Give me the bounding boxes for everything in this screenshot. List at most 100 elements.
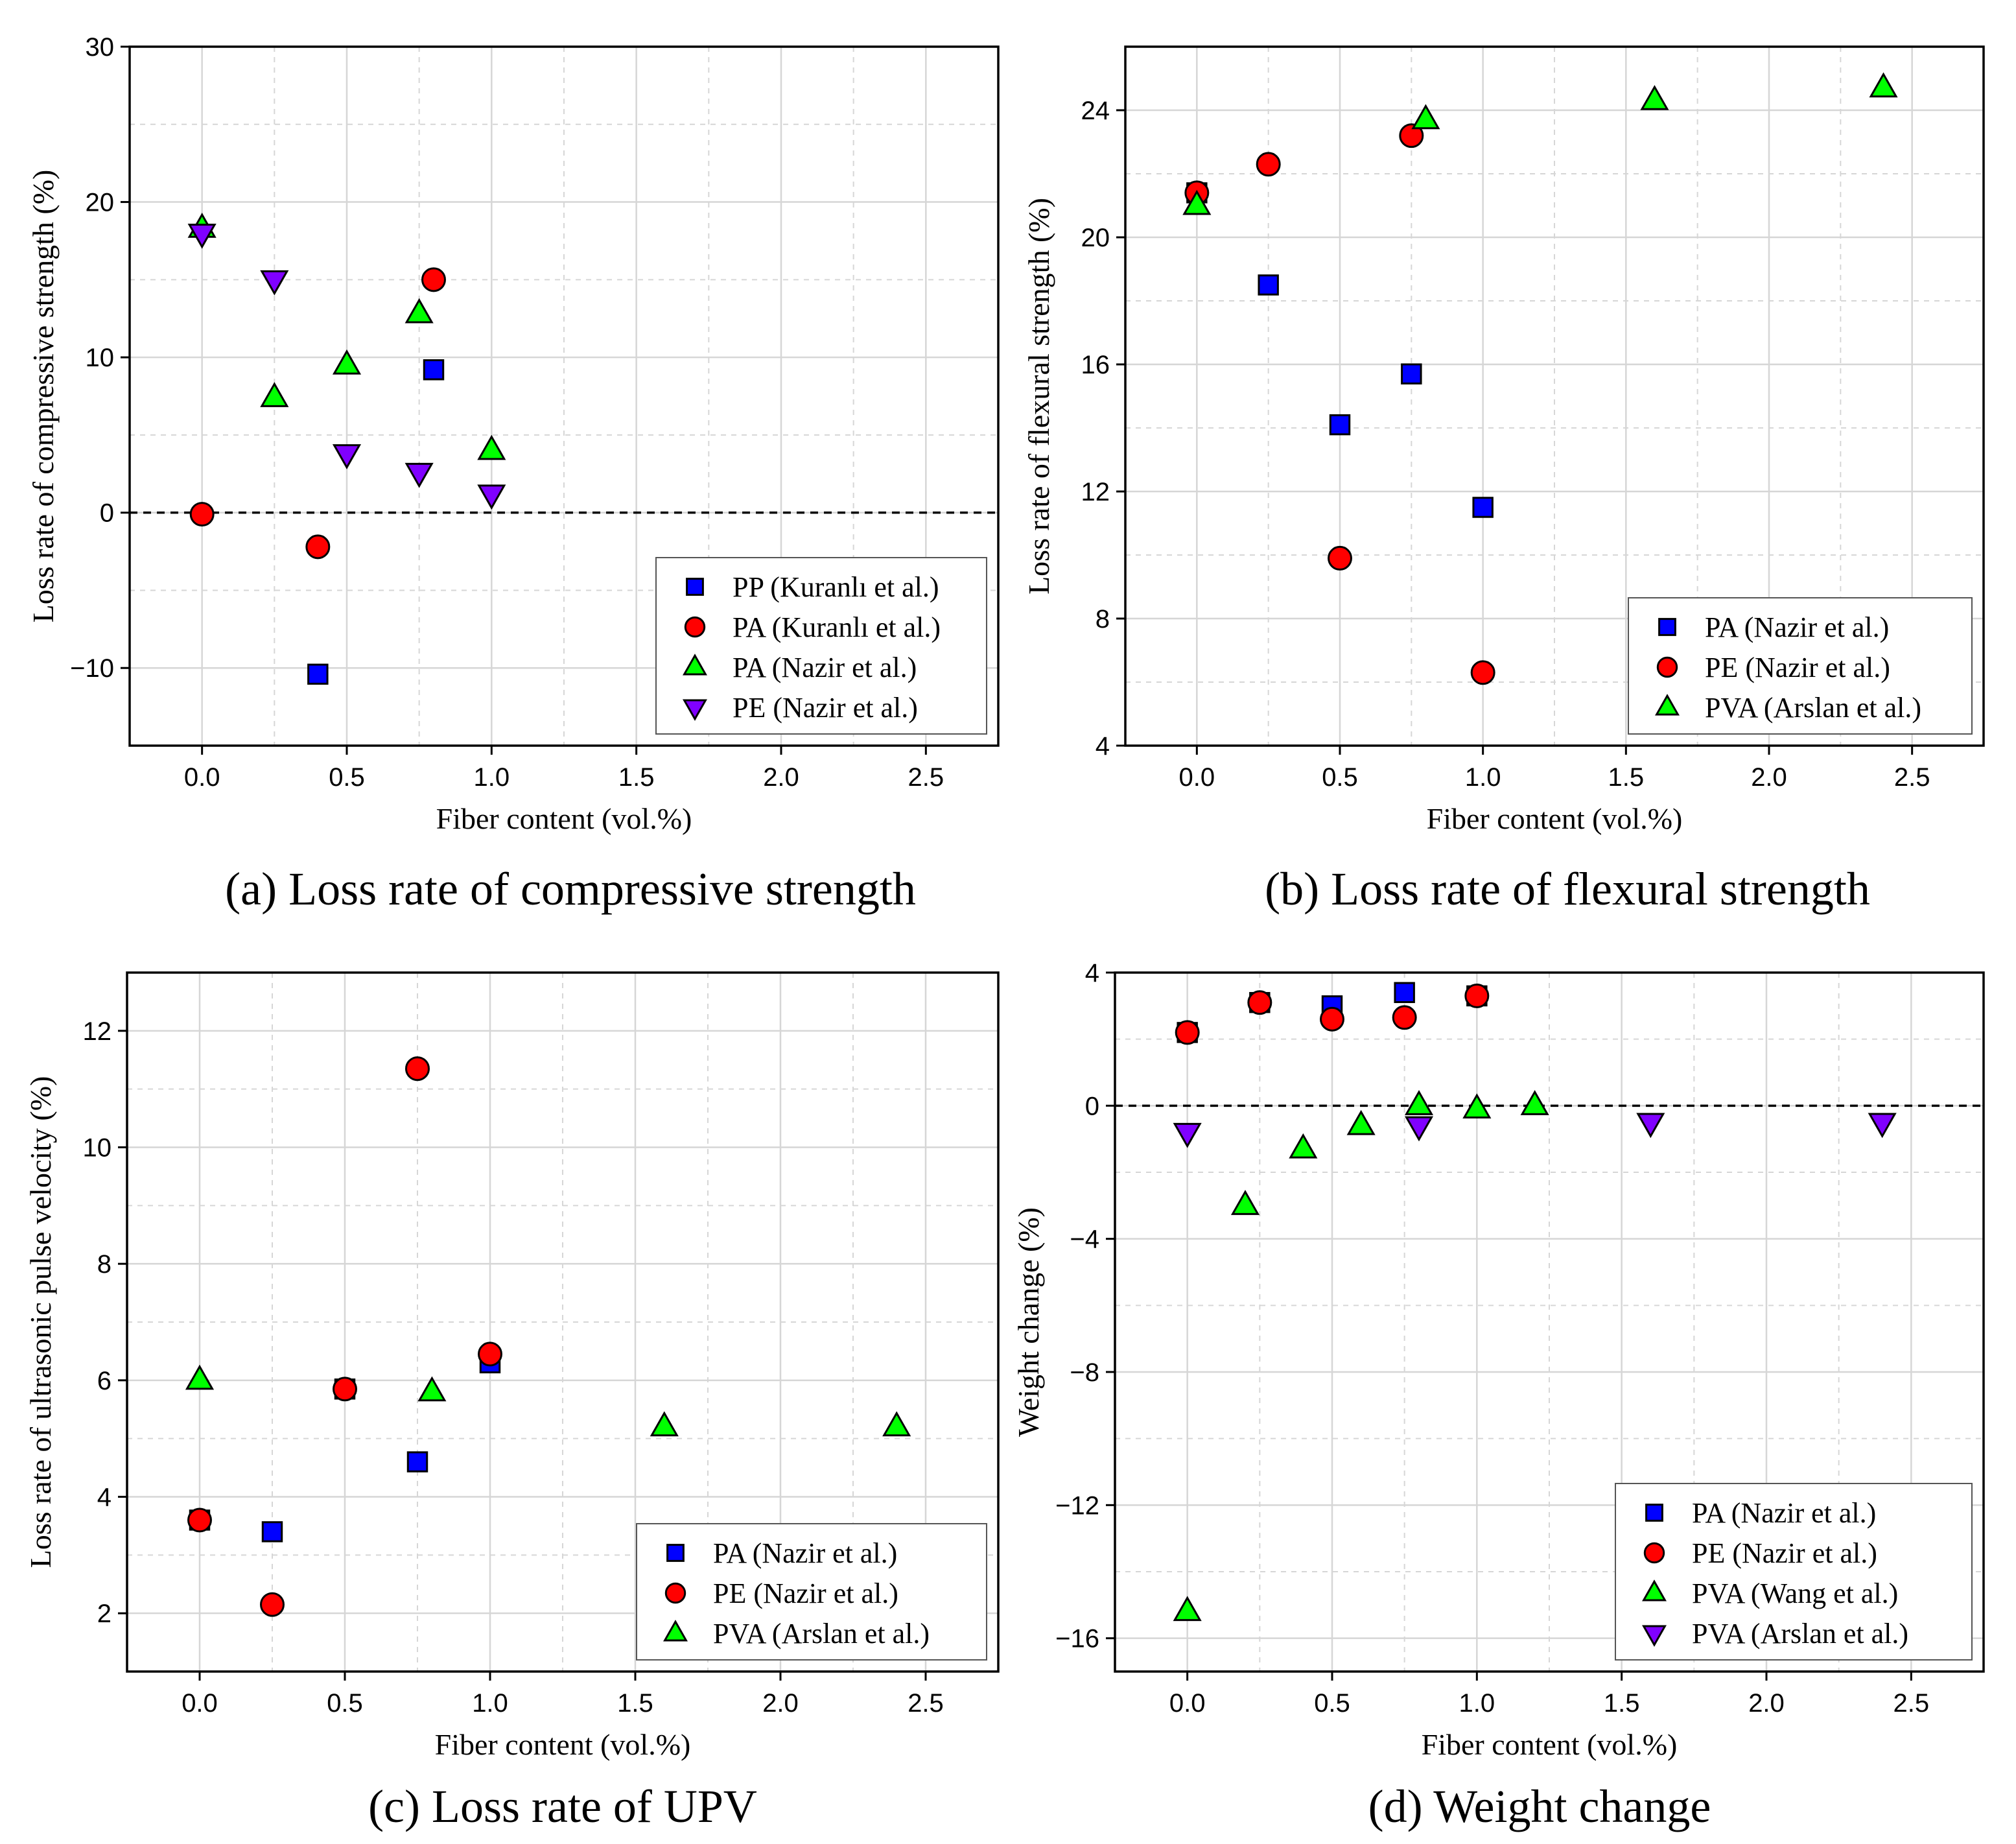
y-tick-label: 30	[86, 33, 115, 62]
data-markers	[185, 1056, 911, 1617]
data-point-triangle_up-2-1	[417, 1376, 447, 1402]
legend-label: PA (Nazir et al.)	[1692, 1497, 1876, 1529]
legend-marker-circle	[1656, 656, 1678, 678]
chart-panel-a: 0.0 0.5 1.0 1.5 2.0 2.5 −10 0 10 20 30 Fiber conten…	[27, 33, 1000, 915]
y-tick-label: 24	[1081, 97, 1110, 125]
data-markers	[1182, 72, 1898, 685]
legend-label: PA (Kuranlı et al.)	[733, 611, 941, 643]
data-markers	[187, 213, 506, 685]
legend-marker-square	[686, 578, 704, 596]
data-point-square-0-1	[261, 1521, 283, 1543]
legend-marker-triangle_down	[1642, 1625, 1667, 1647]
data-point-triangle_up-2-2	[1640, 85, 1669, 110]
data-point-square-0-3	[406, 1451, 428, 1472]
data-point-triangle_down-3-4	[477, 484, 506, 510]
data-point-triangle_down-3-3	[1868, 1113, 1897, 1139]
x-tick-label: 1.0	[472, 1689, 508, 1718]
x-tick-label: 1.0	[1459, 1689, 1495, 1718]
data-point-circle-1-1	[1256, 152, 1281, 177]
data-point-triangle_up-2-0	[1173, 1596, 1202, 1622]
legend-box	[1628, 597, 1973, 735]
y-tick-label: 0	[1085, 1092, 1099, 1120]
legend-label: PVA (Arslan et al.)	[713, 1618, 930, 1649]
y-tick-label: −12	[1055, 1491, 1099, 1520]
legend-label: PVA (Arslan et al.)	[1692, 1618, 1908, 1649]
legend: PA (Nazir et al.) PE (Nazir et al.) PVA (A…	[636, 1523, 987, 1661]
legend-box	[1615, 1483, 1973, 1661]
data-point-circle-1-2	[333, 1377, 357, 1402]
legend-marker-triangle_up	[683, 654, 707, 676]
y-tick-label: 10	[86, 344, 115, 372]
data-point-square-0-3	[1401, 363, 1422, 384]
x-tick-label: 1.5	[618, 763, 655, 792]
data-point-triangle_down-3-1	[1404, 1116, 1434, 1142]
y-tick-label: 0	[100, 499, 114, 528]
x-axis-title: Fiber content (vol.%)	[1422, 1728, 1678, 1761]
legend-marker-square	[666, 1544, 685, 1562]
y-axis-title: Loss rate of ultrasonic pulse velocity (…	[24, 1076, 57, 1568]
y-tick-label: 16	[1081, 351, 1110, 379]
data-point-square-0-1	[1258, 274, 1279, 296]
legend-label: PE (Nazir et al.)	[1705, 652, 1890, 683]
y-tick-label: 8	[1096, 605, 1110, 633]
y-tick-label: 10	[83, 1134, 112, 1163]
gridlines	[1115, 973, 1984, 1672]
legend: PA (Nazir et al.) PE (Nazir et al.) PVA (A…	[1628, 597, 1973, 735]
x-tick-label: 0.0	[182, 1689, 218, 1718]
legend-label: PE (Nazir et al.)	[1692, 1537, 1877, 1569]
legend-box	[655, 557, 987, 735]
data-point-triangle_up-2-2	[332, 349, 362, 375]
chart-panel-d: 0.0 0.5 1.0 1.5 2.0 2.5 −16 −12 −8 −4 0 4 Fiber cont…	[1012, 959, 1985, 1832]
x-tick-label: 1.5	[1604, 1689, 1640, 1718]
legend-label: PE (Nazir et al.)	[733, 692, 918, 724]
x-tick-label: 2.5	[1893, 1689, 1930, 1718]
data-point-triangle_up-2-1	[1411, 104, 1440, 130]
data-point-triangle_down-3-2	[1636, 1113, 1665, 1139]
legend-marker-triangle_up	[663, 1620, 688, 1642]
data-point-triangle_up-2-1	[260, 382, 289, 407]
y-tick-label: 20	[1081, 224, 1110, 252]
data-point-circle-1-2	[1320, 1006, 1344, 1032]
legend-marker-circle	[684, 616, 706, 638]
legend-marker-square	[1645, 1504, 1663, 1522]
data-point-square-0-3	[1394, 982, 1415, 1004]
y-tick-label: 4	[1096, 732, 1110, 761]
x-tick-label: 1.0	[1465, 763, 1501, 792]
x-tick-label: 0.5	[329, 763, 365, 792]
panel-caption: (a) Loss rate of compressive strength	[225, 863, 916, 915]
y-tick-label: −10	[70, 654, 114, 683]
x-axis-title: Fiber content (vol.%)	[1427, 802, 1683, 835]
data-point-triangle_down-3-0	[187, 223, 217, 249]
data-point-triangle_up-2-6	[1520, 1090, 1549, 1115]
data-point-triangle_up-2-3	[404, 298, 434, 324]
data-point-circle-1-2	[421, 267, 446, 292]
chart-panel-b: 0.0 0.5 1.0 1.5 2.0 2.5 4 8 12 16 20 24 Fiber conten…	[1022, 45, 1985, 915]
panel-caption: (b) Loss rate of flexural strength	[1265, 863, 1870, 915]
data-point-triangle_up-2-3	[882, 1411, 911, 1437]
legend-marker-triangle_up	[1642, 1579, 1667, 1602]
y-tick-label: 6	[97, 1367, 111, 1395]
legend-label: PA (Nazir et al.)	[1705, 611, 1889, 643]
x-tick-label: 0.5	[327, 1689, 363, 1718]
data-point-square-0-2	[1329, 414, 1351, 436]
y-tick-label: −8	[1070, 1358, 1099, 1387]
x-tick-label: 1.5	[1608, 763, 1645, 792]
y-tick-label: −4	[1070, 1225, 1099, 1254]
x-tick-label: 2.0	[762, 1689, 799, 1718]
data-point-circle-1-1	[305, 534, 331, 560]
legend-label: PVA (Arslan et al.)	[1705, 692, 1921, 724]
legend-marker-circle	[664, 1582, 686, 1604]
x-tick-label: 2.0	[1751, 763, 1787, 792]
y-tick-label: 8	[97, 1250, 111, 1279]
x-axis-title: Fiber content (vol.%)	[436, 802, 692, 835]
data-point-circle-1-3	[405, 1056, 430, 1082]
legend-marker-triangle_down	[683, 699, 707, 721]
legend-marker-triangle_up	[1655, 694, 1680, 716]
data-point-circle-1-4	[478, 1342, 502, 1367]
x-tick-label: 1.5	[617, 1689, 653, 1718]
data-point-circle-1-1	[260, 1592, 285, 1617]
y-tick-label: −16	[1055, 1625, 1099, 1653]
data-point-triangle_up-2-3	[1346, 1109, 1376, 1135]
data-point-circle-1-4	[1470, 660, 1495, 685]
